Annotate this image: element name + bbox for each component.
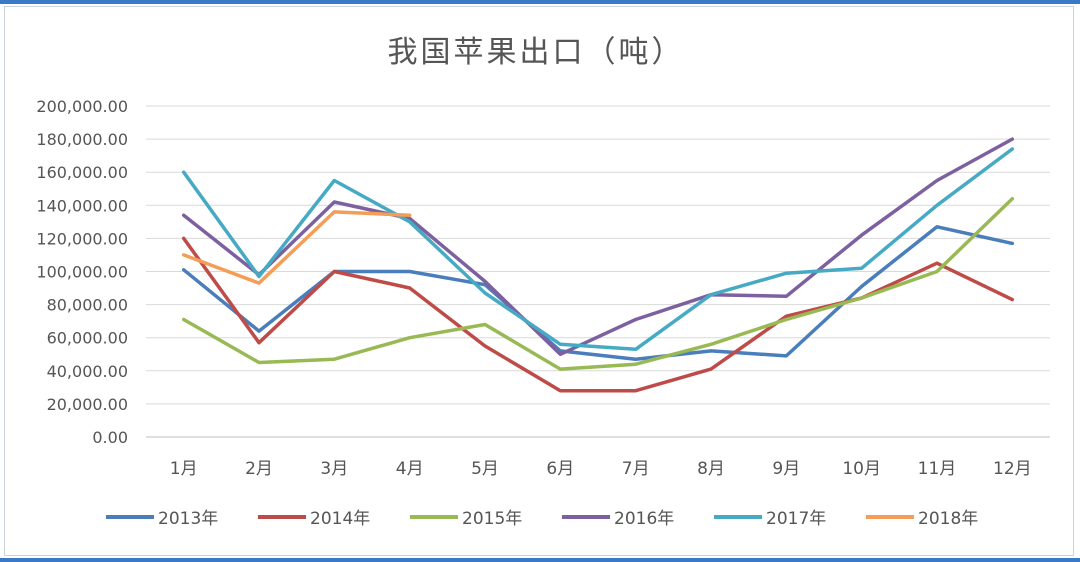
y-tick-label: 100,000.00: [36, 263, 128, 282]
legend-label: 2016年: [614, 509, 674, 529]
legend-label: 2013年: [158, 509, 218, 529]
y-tick-label: 140,000.00: [36, 196, 128, 215]
gridlines: [146, 105, 1050, 438]
bottom-border: [0, 558, 1080, 562]
x-tick-label: 8月: [697, 459, 725, 479]
series-line-3: [181, 196, 1015, 371]
legend-entry: 2016年: [562, 509, 674, 529]
series-line-6: [181, 210, 412, 285]
legend-entry: 2015年: [410, 509, 522, 529]
y-tick-label: 60,000.00: [47, 329, 128, 348]
chart-title: 我国苹果出口（吨）: [388, 35, 685, 70]
series-lines: [181, 137, 1015, 393]
x-tick-label: 11月: [918, 459, 957, 479]
x-tick-label: 5月: [471, 459, 499, 479]
x-tick-label: 6月: [546, 459, 574, 479]
top-border: [0, 0, 1080, 4]
y-tick-label: 200,000.00: [36, 97, 128, 116]
x-tick-label: 4月: [396, 459, 424, 479]
x-tick-label: 10月: [842, 459, 881, 479]
x-axis-ticks: 1月 2月 3月 4月 5月 6月 7月 8月 9月 10月 11月 12月: [170, 459, 1032, 479]
y-tick-label: 120,000.00: [36, 229, 128, 248]
legend-entry: 2014年: [258, 509, 370, 529]
y-tick-label: 180,000.00: [36, 130, 128, 149]
series-line-4: [181, 137, 1015, 357]
legend-label: 2018年: [918, 509, 978, 529]
legend-label: 2015年: [462, 509, 522, 529]
series-line-5: [181, 147, 1015, 352]
y-tick-label: 80,000.00: [47, 296, 128, 315]
legend-label: 2014年: [310, 509, 370, 529]
y-tick-label: 20,000.00: [47, 395, 128, 414]
x-tick-label: 9月: [772, 459, 800, 479]
x-tick-label: 2月: [245, 459, 273, 479]
y-tick-label: 0.00: [92, 428, 128, 447]
x-tick-label: 1月: [170, 459, 198, 479]
y-tick-label: 40,000.00: [47, 362, 128, 381]
x-tick-label: 3月: [320, 459, 348, 479]
legend-entry: 2013年: [106, 509, 218, 529]
legend-entry: 2017年: [714, 509, 826, 529]
legend: 2013年 2014年 2015年 2016年 2017年 2018年: [106, 509, 978, 529]
y-tick-label: 160,000.00: [36, 163, 128, 182]
y-axis-ticks: 0.00 20,000.00 40,000.00 60,000.00 80,000.00…: [36, 97, 128, 447]
x-tick-label: 7月: [622, 459, 650, 479]
x-tick-label: 12月: [993, 459, 1032, 479]
legend-label: 2017年: [766, 509, 826, 529]
legend-entry: 2018年: [866, 509, 978, 529]
